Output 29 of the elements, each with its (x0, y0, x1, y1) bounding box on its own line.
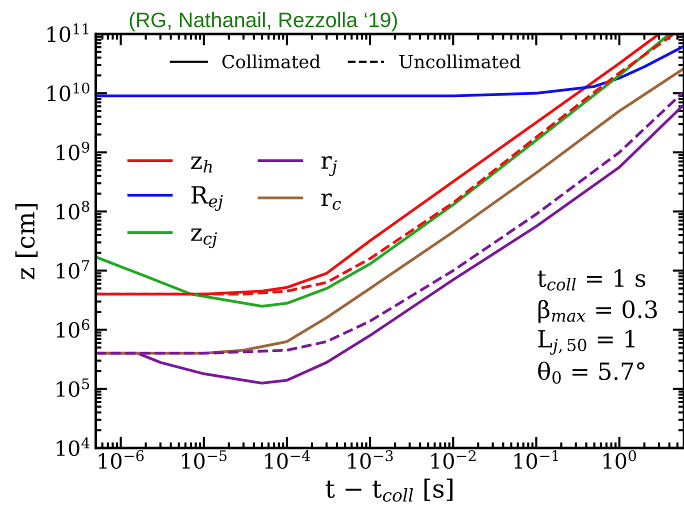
annotation: L$_{j,50}$ = 1 (538, 330, 634, 355)
x-tick-label: 10$^{−3}$ (348, 450, 393, 469)
annotation: β$_{max}$ = 0.3 (538, 300, 657, 323)
x-tick-label: 10$^{0}$ (604, 450, 636, 469)
annotation: Collimated (222, 54, 320, 68)
legend-label: R$_{ej}$ (191, 186, 223, 211)
y-tick-label: 10$^{10}$ (48, 82, 90, 102)
y-tick-label: 10$^{11}$ (48, 23, 88, 42)
legend-label: r$_{j}$ (321, 156, 337, 176)
legend-label: z$_{cj}$ (191, 228, 217, 248)
x-tick-label: 10$^{−4}$ (265, 450, 310, 469)
y-tick-label: 10$^{6}$ (56, 319, 90, 338)
y-tick-label: 10$^{7}$ (56, 260, 90, 279)
annotation: θ$_{0}$ = 5.7° (538, 362, 644, 384)
annotation: t$_{coll}$ = 1 s (538, 269, 646, 291)
x-tick-label: 10$^{−5}$ (182, 450, 227, 469)
x-tick-label: 10$^{−6}$ (98, 450, 144, 469)
x-axis-title: t − t$_{coll}$ [s] (326, 478, 452, 502)
legend-label: z$_{h}$ (191, 156, 212, 173)
y-axis-title: z [cm] (15, 204, 38, 280)
annotation: Uncollimated (399, 54, 520, 68)
y-tick-label: 10$^{8}$ (56, 200, 90, 220)
x-tick-label: 10$^{−1}$ (514, 450, 558, 469)
y-tick-label: 10$^{4}$ (56, 437, 90, 456)
chart-title: (RG, Nathanail, Rezzolla ‘19) (130, 12, 397, 32)
y-tick-label: 10$^{9}$ (56, 142, 90, 160)
legend-label: r$_{c}$ (321, 193, 341, 210)
x-tick-label: 10$^{−2}$ (431, 450, 476, 469)
y-tick-label: 10$^{5}$ (56, 378, 90, 397)
